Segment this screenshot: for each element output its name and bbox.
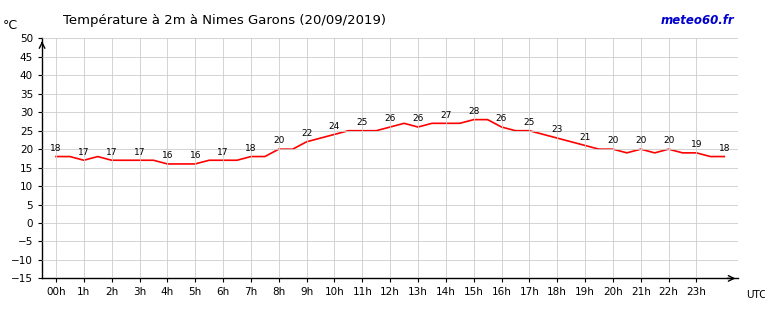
Text: meteo60.fr: meteo60.fr (661, 14, 734, 28)
Text: 17: 17 (134, 148, 145, 156)
Text: 17: 17 (106, 148, 118, 156)
Text: 18: 18 (245, 144, 257, 153)
Text: 20: 20 (273, 136, 285, 146)
Text: 17: 17 (78, 148, 90, 156)
Text: 18: 18 (50, 144, 62, 153)
Text: 26: 26 (385, 114, 396, 123)
Text: 16: 16 (190, 151, 201, 160)
Text: 22: 22 (301, 129, 312, 138)
Text: 26: 26 (412, 114, 424, 123)
Text: 20: 20 (607, 136, 619, 146)
Text: 16: 16 (161, 151, 173, 160)
Text: Température à 2m à Nimes Garons (20/09/2019): Température à 2m à Nimes Garons (20/09/2… (63, 14, 386, 28)
Text: 20: 20 (663, 136, 674, 146)
Text: 20: 20 (635, 136, 646, 146)
Text: 24: 24 (329, 122, 340, 131)
Text: 17: 17 (217, 148, 229, 156)
Text: 25: 25 (524, 118, 535, 127)
Text: 25: 25 (356, 118, 368, 127)
Text: 18: 18 (718, 144, 730, 153)
Text: °C: °C (3, 19, 18, 32)
Text: 19: 19 (691, 140, 702, 149)
Text: 28: 28 (468, 107, 480, 116)
Text: 27: 27 (440, 111, 451, 120)
Text: 26: 26 (496, 114, 507, 123)
Text: 23: 23 (552, 125, 563, 134)
Text: UTC: UTC (747, 291, 765, 300)
Text: 21: 21 (579, 133, 591, 142)
